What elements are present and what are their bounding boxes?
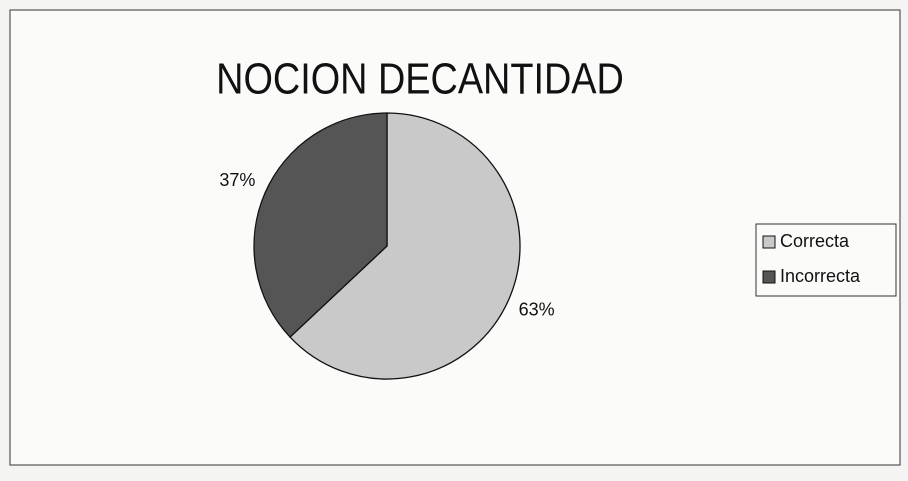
legend-label: Correcta <box>780 231 850 251</box>
pie-slice <box>253 112 388 338</box>
data-label: 37% <box>219 170 255 190</box>
legend-label: Incorrecta <box>780 266 861 286</box>
legend-swatch <box>762 270 776 284</box>
data-label: 63% <box>519 299 555 319</box>
legend-swatch <box>762 235 776 249</box>
pie <box>253 112 521 380</box>
legend: Correcta Incorrecta <box>755 223 897 297</box>
chart-title: NOCION DECANTIDAD <box>216 54 624 103</box>
pie-slice <box>289 112 521 380</box>
legend-box <box>755 223 897 297</box>
